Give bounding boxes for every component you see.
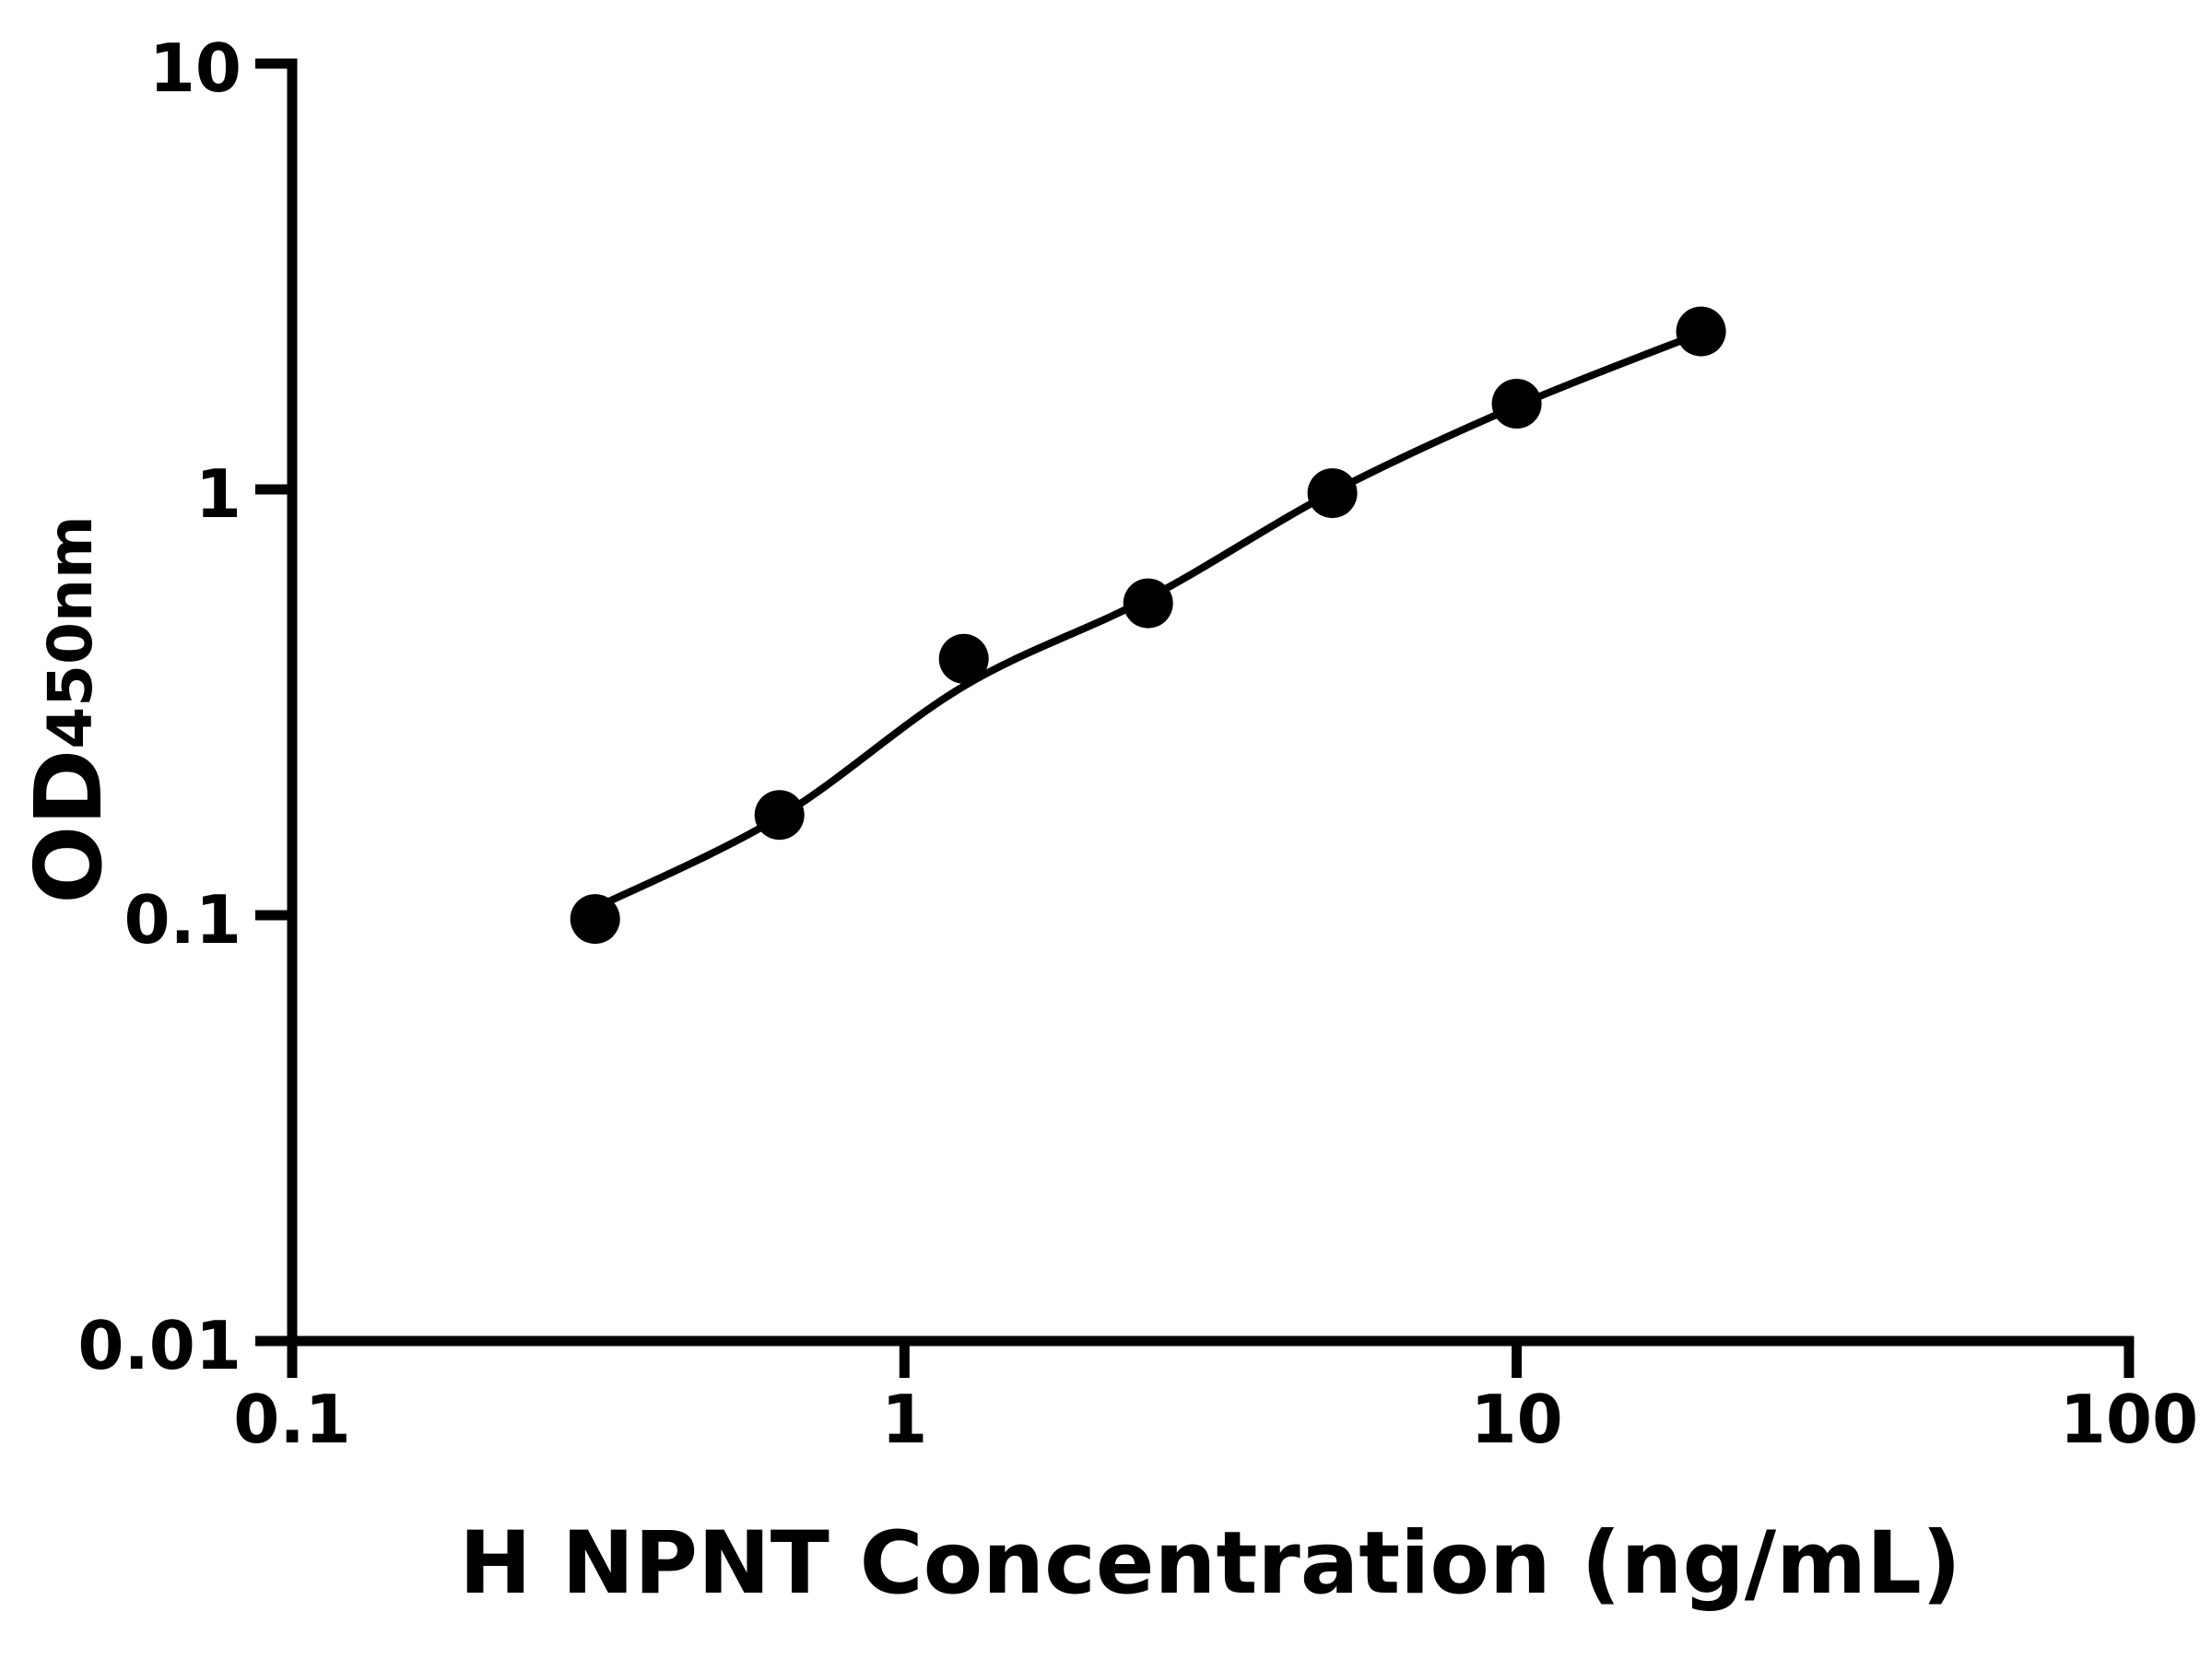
y-tick-label-1: 1 (194, 455, 241, 533)
data-point (938, 633, 989, 684)
y-tick-label-0-01: 0.01 (77, 1307, 241, 1384)
x-tick-label-0-1: 0.1 (233, 1381, 351, 1458)
y-axis-title-subscript: 450nm (35, 515, 106, 749)
x-axis-title: H NPNT Concentration (ng/mL) (459, 1513, 1961, 1614)
data-point (1123, 578, 1173, 629)
x-tick-label-1: 1 (881, 1381, 928, 1458)
data-point (570, 894, 620, 945)
data-point (754, 790, 805, 841)
data-point (1491, 379, 1542, 429)
y-axis-title-text: OD450nm (15, 515, 123, 904)
data-point (1676, 306, 1726, 357)
x-tick-label-100: 100 (2059, 1381, 2199, 1458)
data-point (1307, 468, 1358, 519)
y-tick-label-10: 10 (148, 29, 241, 107)
y-tick-label-0-1: 0.1 (124, 881, 241, 959)
y-axis-title-main: OD (15, 748, 123, 904)
x-tick-label-10: 10 (1470, 1381, 1563, 1458)
